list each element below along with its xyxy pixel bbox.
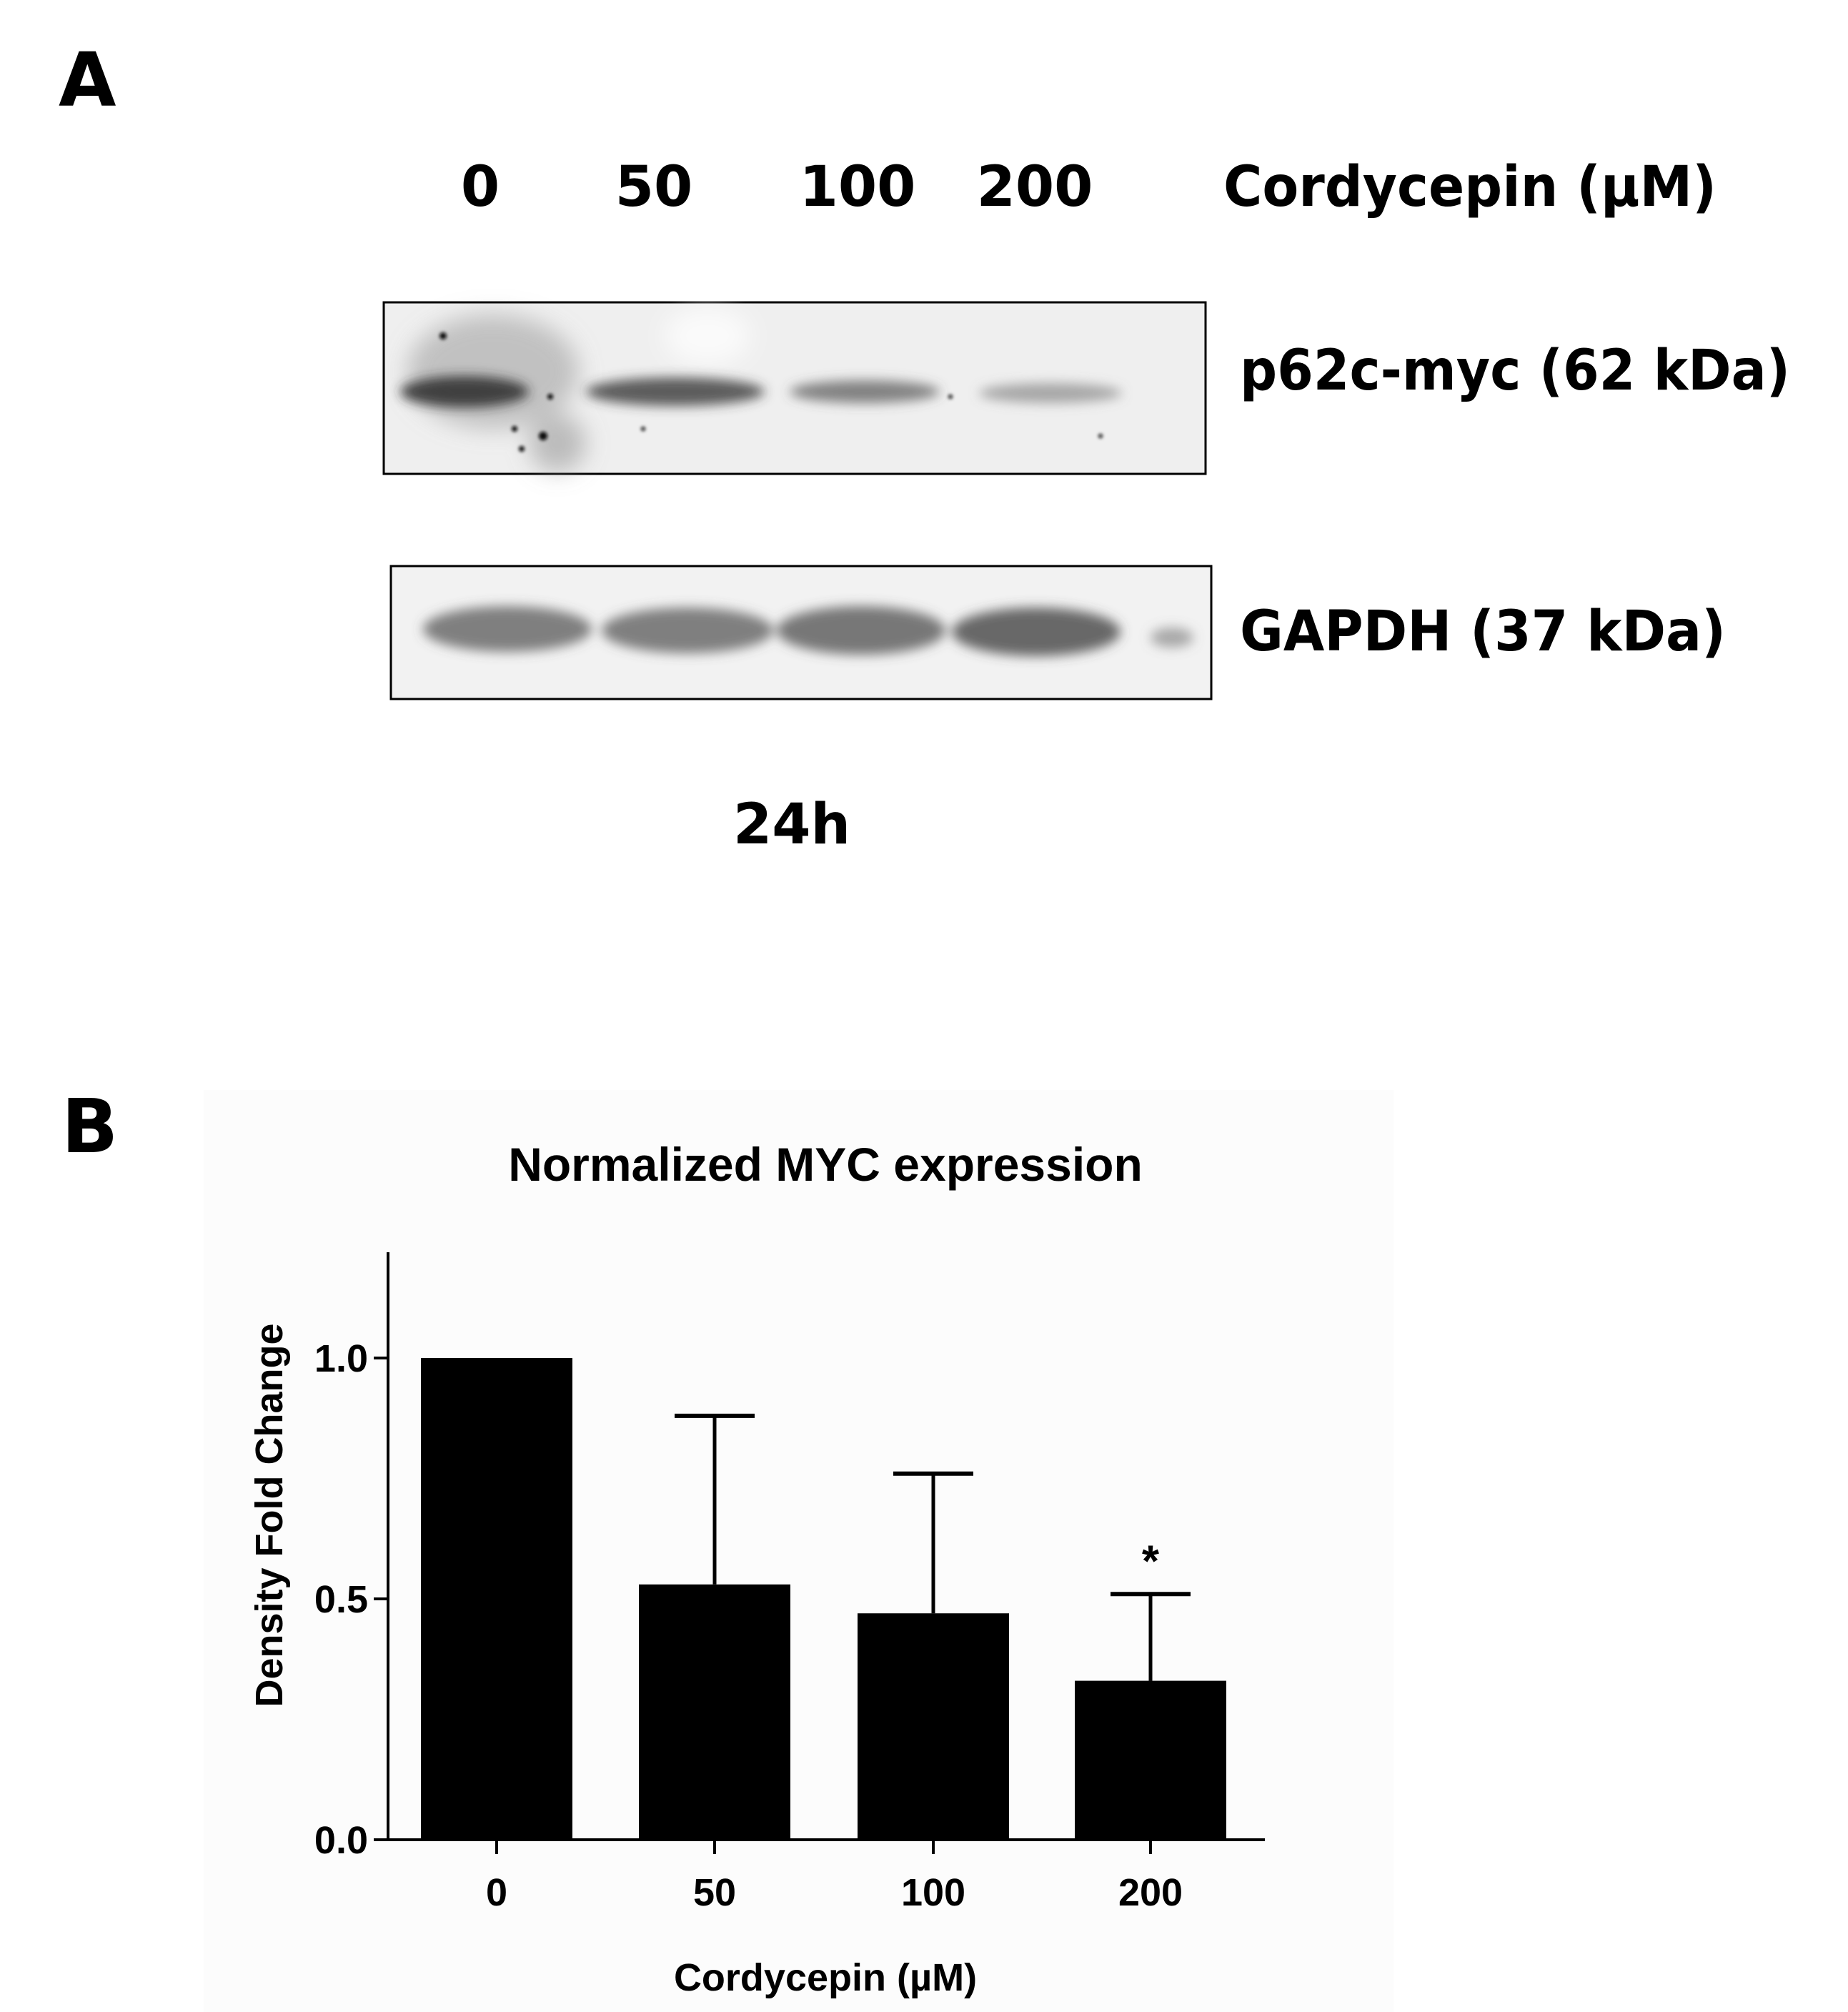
y-axis-label: Density Fold Change <box>248 1323 291 1707</box>
blot-speckles <box>439 332 1103 452</box>
x-ticks: 0 50 100 200 <box>486 1840 1183 1914</box>
band-extra <box>1151 628 1193 648</box>
concentration-labels: 0 50 100 200 <box>461 155 1093 219</box>
x-axis-label: Cordycepin (µM) <box>674 1956 977 1999</box>
time-label: 24h <box>733 793 850 857</box>
annotations: * <box>1142 1537 1160 1586</box>
x-tick-label-50: 50 <box>693 1871 736 1914</box>
y-tick-label-0.5: 0.5 <box>314 1578 368 1621</box>
band-lane-2 <box>586 377 765 406</box>
blot-label-gapdh: GAPDH (37 kDa) <box>1240 600 1726 664</box>
x-tick-label-100: 100 <box>901 1871 965 1914</box>
chart-background <box>204 1090 1394 2012</box>
chart-title: Normalized MYC expression <box>508 1138 1143 1191</box>
significance-marker: * <box>1142 1537 1160 1586</box>
band-lane-1 <box>400 376 529 407</box>
panel-b-letter: B <box>61 1083 118 1170</box>
band-lane-4 <box>952 608 1121 656</box>
bar-100 <box>858 1613 1009 1840</box>
band-lane-3 <box>777 606 945 655</box>
blot-bands <box>423 606 1193 656</box>
y-tick-label-0.0: 0.0 <box>314 1819 368 1862</box>
error-bars <box>675 1413 1191 1681</box>
blot-p62c-myc <box>382 301 1207 475</box>
treatment-label: Cordycepin (µM) <box>1223 155 1717 219</box>
blot-bands <box>400 376 1122 407</box>
bars <box>421 1358 1226 1840</box>
bar-0 <box>421 1358 572 1840</box>
x-tick-label-200: 200 <box>1118 1871 1183 1914</box>
band-lane-1 <box>423 606 592 652</box>
band-lane-2 <box>602 608 773 653</box>
blot-label-p62c-myc: p62c-myc (62 kDa) <box>1240 339 1790 403</box>
lane-label-50: 50 <box>615 155 693 219</box>
y-ticks: 0.0 0.5 1.0 <box>314 1337 388 1862</box>
lane-label-200: 200 <box>977 155 1093 219</box>
bar-200 <box>1075 1680 1226 1840</box>
blot-gapdh <box>389 565 1213 700</box>
y-tick-label-1.0: 1.0 <box>314 1337 368 1380</box>
band-lane-4 <box>979 383 1122 403</box>
lane-label-0: 0 <box>461 155 500 219</box>
panel-a-letter: A <box>59 36 116 124</box>
band-lane-3 <box>790 380 940 403</box>
bar-50 <box>639 1584 790 1840</box>
x-tick-label-0: 0 <box>486 1871 507 1914</box>
lane-label-100: 100 <box>800 155 916 219</box>
bar-chart: Normalized MYC expression Cordycepin (µM… <box>248 1138 1265 1999</box>
